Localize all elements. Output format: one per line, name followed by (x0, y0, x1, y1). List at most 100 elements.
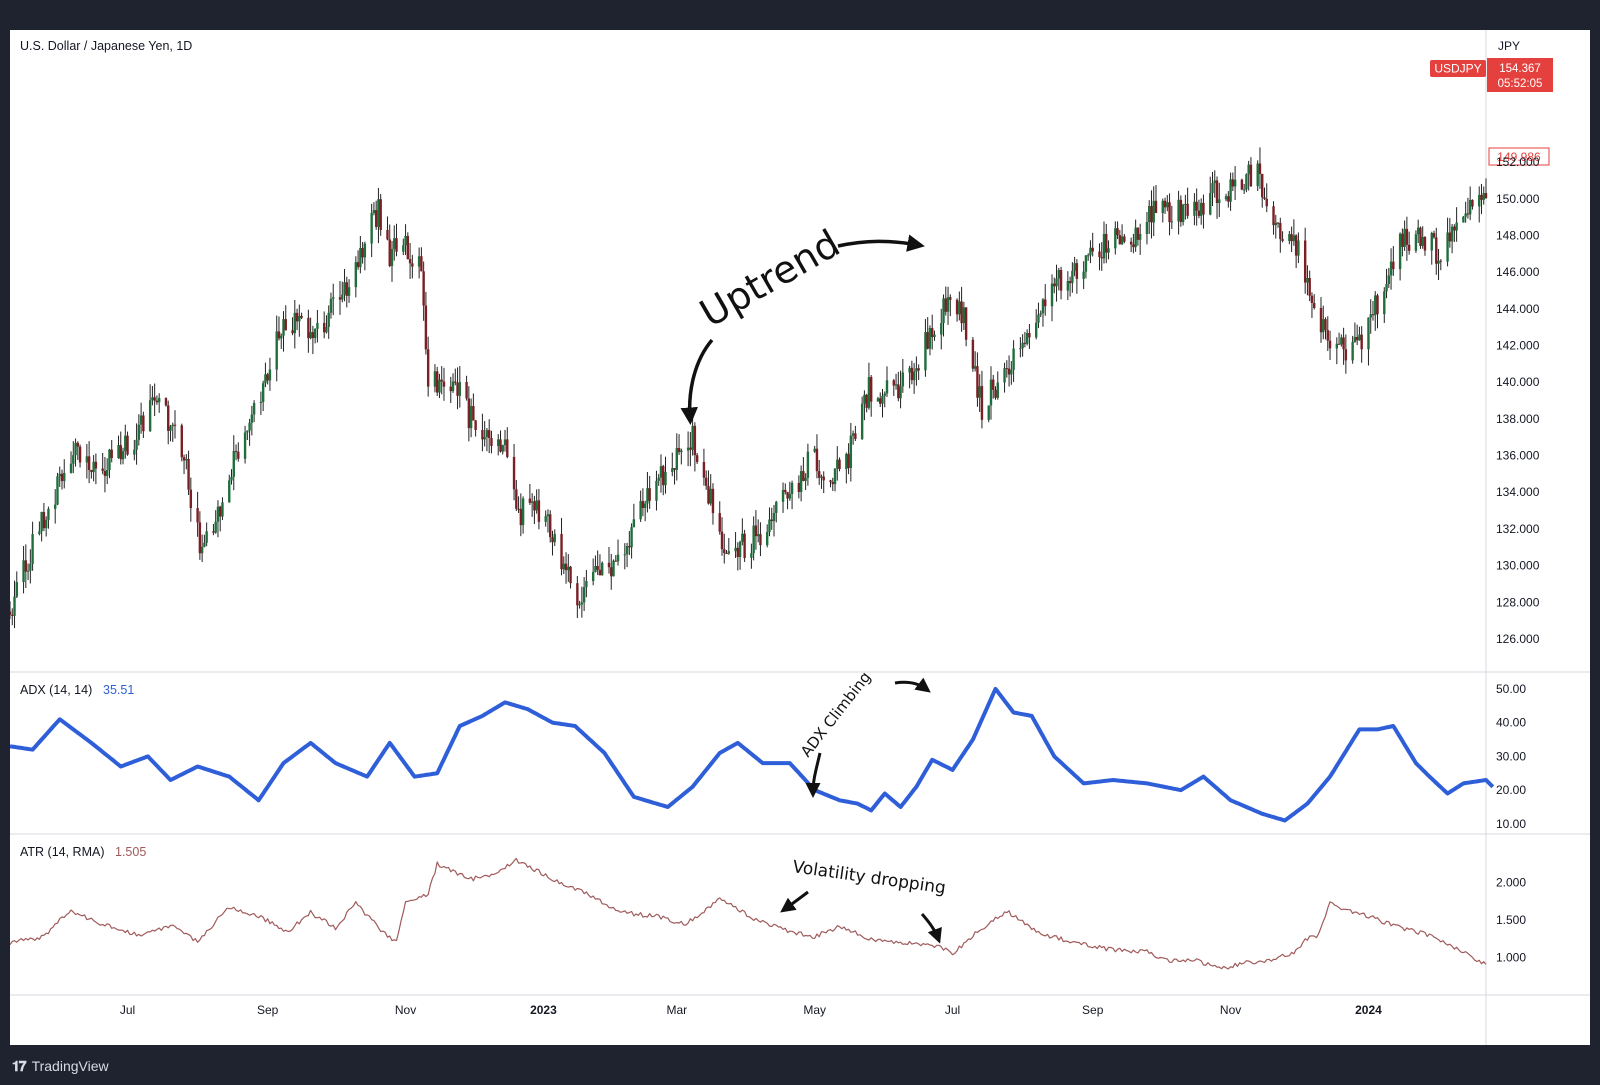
branding-text: TradingView (31, 1058, 109, 1074)
candle-body (497, 439, 500, 446)
candle-body (643, 503, 647, 509)
candle-body (582, 587, 586, 603)
candle-body (248, 422, 251, 431)
candle-body (851, 433, 855, 436)
candle-body (786, 492, 789, 499)
candle-body (309, 332, 312, 339)
candle-body (1215, 180, 1219, 204)
candle-body (420, 256, 423, 272)
time-axis-label: Mar (666, 1003, 687, 1017)
candle-body (1414, 234, 1418, 251)
candle-body (1116, 228, 1119, 236)
candle-body (142, 415, 145, 432)
candle-body (171, 424, 174, 427)
candle-body (1261, 173, 1264, 198)
candle-body (103, 470, 107, 476)
candle-body (1129, 241, 1133, 245)
candle-body (892, 380, 895, 386)
candle-body (295, 312, 299, 322)
candle-body (284, 319, 287, 331)
ticker-badge-text: USDJPY (1434, 62, 1481, 76)
candle-body (1464, 213, 1467, 217)
candle-body (1392, 261, 1395, 270)
candle-body (1369, 314, 1372, 318)
candle-body (338, 297, 342, 300)
candle-body (1421, 237, 1424, 246)
candle-body (1102, 233, 1106, 259)
candle-body (833, 468, 837, 485)
candle-body (1401, 233, 1404, 247)
candle-body (818, 471, 821, 478)
candle-body (105, 469, 109, 476)
candle-body (781, 489, 785, 502)
candle-body (759, 534, 762, 546)
price-axis-tick: 136.000 (1496, 449, 1540, 463)
candle-body (806, 451, 810, 478)
candle-body (1123, 236, 1126, 242)
candle-body (293, 312, 297, 334)
candle-body (1154, 200, 1158, 213)
time-axis-label: 2024 (1355, 1003, 1382, 1017)
candle-body (1136, 227, 1140, 240)
candle-body (264, 374, 267, 384)
price-axis-tick: 134.000 (1496, 485, 1540, 499)
candle-body (1245, 174, 1248, 190)
candle-body (987, 405, 990, 420)
candle-body (456, 382, 459, 396)
candle-body (1430, 233, 1433, 251)
price-axis-tick: 130.000 (1496, 559, 1540, 573)
candle-body (1023, 342, 1027, 344)
candle-body (1161, 200, 1164, 213)
candle-body (379, 199, 382, 230)
candle-body (854, 433, 857, 439)
candle-body (402, 245, 405, 252)
candle-body (1199, 202, 1203, 216)
candle-body (702, 462, 706, 478)
candle-body (917, 368, 920, 371)
candle-body (1482, 193, 1485, 200)
candle-body (1050, 283, 1054, 307)
candle-body (1480, 194, 1483, 200)
candle-body (727, 551, 730, 554)
candle-body (544, 516, 547, 522)
candle-body (1484, 193, 1488, 199)
candle-body (60, 473, 64, 482)
candle-body (189, 489, 193, 509)
chart-canvas[interactable]: U.S. Dollar / Japanese Yen, 1D JPY ADX (… (8, 30, 1590, 1045)
candle-body (829, 480, 832, 482)
atr-legend-value: 1.505 (115, 845, 146, 859)
candle-body (261, 383, 265, 402)
candle-body (356, 262, 360, 268)
candle-body (1367, 317, 1370, 350)
candle-body (885, 380, 889, 394)
candle-body (341, 294, 344, 300)
candle-body (69, 463, 73, 473)
candle-body (1322, 319, 1325, 333)
price-badge-countdown: 05:52:05 (1498, 78, 1543, 90)
candle-body (908, 367, 911, 373)
candle-body (499, 439, 502, 452)
candle-body (865, 394, 868, 408)
candle-body (1328, 340, 1332, 349)
candle-body (1383, 291, 1386, 315)
candle-body (1360, 334, 1363, 350)
adx-axis-tick: 10.00 (1496, 817, 1526, 831)
candle-body (280, 335, 283, 339)
candle-body (912, 371, 916, 381)
candle-body (1265, 198, 1268, 207)
candle-body (363, 243, 367, 258)
candle-body (1177, 199, 1180, 222)
candle-body (664, 471, 667, 486)
candle-body (1306, 278, 1309, 283)
adx-axis-tick: 20.00 (1496, 783, 1526, 797)
candle-body (1005, 368, 1009, 370)
candle-body (1086, 255, 1090, 257)
candle-body (1471, 199, 1474, 207)
candle-body (675, 448, 678, 470)
atr-line (9, 857, 1487, 970)
candle-body (1446, 232, 1449, 262)
candle-body (1313, 302, 1316, 308)
candle-body (1034, 322, 1038, 338)
adx-pane (9, 686, 1495, 823)
candle-body (200, 546, 204, 554)
